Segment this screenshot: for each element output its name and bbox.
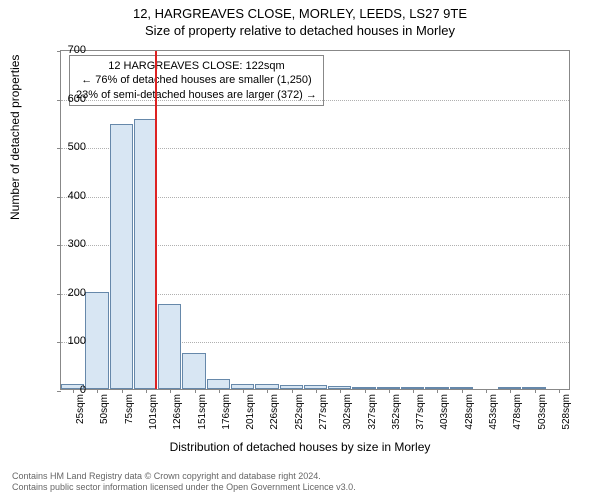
x-tick-mark xyxy=(146,389,147,393)
x-tick-mark xyxy=(219,389,220,393)
x-tick-label: 428sqm xyxy=(464,394,475,444)
x-tick-mark xyxy=(243,389,244,393)
x-tick-label: 101sqm xyxy=(148,394,159,444)
chart-title-sub: Size of property relative to detached ho… xyxy=(0,21,600,38)
annotation-line-2: ← 76% of detached houses are smaller (1,… xyxy=(76,73,317,87)
histogram-bar xyxy=(158,304,181,389)
x-tick-label: 277sqm xyxy=(318,394,329,444)
y-tick-label: 300 xyxy=(46,238,86,250)
x-tick-label: 403sqm xyxy=(439,394,450,444)
x-tick-label: 176sqm xyxy=(221,394,232,444)
footer-line-1: Contains HM Land Registry data © Crown c… xyxy=(12,471,356,483)
x-tick-mark xyxy=(486,389,487,393)
histogram-bar xyxy=(207,379,230,389)
x-tick-mark xyxy=(122,389,123,393)
x-tick-label: 352sqm xyxy=(391,394,402,444)
y-tick-label: 100 xyxy=(46,335,86,347)
x-tick-mark xyxy=(437,389,438,393)
y-tick-label: 400 xyxy=(46,190,86,202)
y-axis-label: Number of detached properties xyxy=(8,55,22,220)
x-tick-label: 453sqm xyxy=(488,394,499,444)
x-tick-label: 226sqm xyxy=(269,394,280,444)
x-tick-mark xyxy=(389,389,390,393)
x-tick-label: 377sqm xyxy=(415,394,426,444)
x-tick-mark xyxy=(316,389,317,393)
x-tick-label: 528sqm xyxy=(561,394,572,444)
y-tick-label: 600 xyxy=(46,93,86,105)
annotation-box: 12 HARGREAVES CLOSE: 122sqm ← 76% of det… xyxy=(69,55,324,106)
x-tick-label: 327sqm xyxy=(367,394,378,444)
x-tick-mark xyxy=(267,389,268,393)
x-tick-mark xyxy=(559,389,560,393)
x-tick-mark xyxy=(195,389,196,393)
y-tick-label: 200 xyxy=(46,287,86,299)
chart-title-main: 12, HARGREAVES CLOSE, MORLEY, LEEDS, LS2… xyxy=(0,0,600,21)
footer-attribution: Contains HM Land Registry data © Crown c… xyxy=(12,471,356,494)
x-tick-mark xyxy=(97,389,98,393)
x-tick-mark xyxy=(365,389,366,393)
x-tick-mark xyxy=(413,389,414,393)
histogram-bar xyxy=(85,292,108,389)
x-tick-label: 25sqm xyxy=(75,394,86,444)
x-tick-label: 75sqm xyxy=(124,394,135,444)
chart-plot-area: 12 HARGREAVES CLOSE: 122sqm ← 76% of det… xyxy=(60,50,570,390)
annotation-line-1: 12 HARGREAVES CLOSE: 122sqm xyxy=(76,59,317,73)
x-tick-mark xyxy=(535,389,536,393)
histogram-bar xyxy=(182,353,205,389)
x-tick-label: 151sqm xyxy=(197,394,208,444)
x-tick-label: 302sqm xyxy=(342,394,353,444)
x-tick-label: 252sqm xyxy=(294,394,305,444)
x-tick-mark xyxy=(340,389,341,393)
x-tick-mark xyxy=(462,389,463,393)
x-tick-label: 478sqm xyxy=(512,394,523,444)
x-tick-label: 201sqm xyxy=(245,394,256,444)
y-tick-label: 500 xyxy=(46,141,86,153)
footer-line-2: Contains public sector information licen… xyxy=(12,482,356,494)
x-tick-label: 50sqm xyxy=(99,394,110,444)
reference-line xyxy=(155,51,157,389)
x-tick-label: 503sqm xyxy=(537,394,548,444)
x-tick-mark xyxy=(170,389,171,393)
x-tick-mark xyxy=(292,389,293,393)
x-tick-mark xyxy=(510,389,511,393)
y-tick-label: 700 xyxy=(46,44,86,56)
x-tick-label: 126sqm xyxy=(172,394,183,444)
histogram-bar xyxy=(110,124,133,389)
grid-line xyxy=(61,100,569,101)
